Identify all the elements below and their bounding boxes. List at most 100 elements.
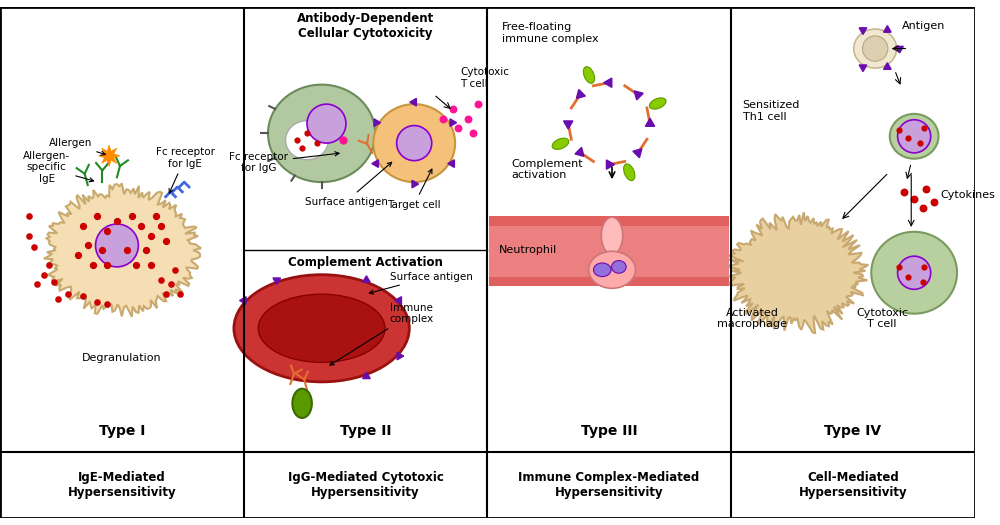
Polygon shape bbox=[896, 46, 903, 53]
Point bbox=[138, 246, 154, 255]
Point bbox=[309, 139, 325, 148]
Point bbox=[918, 185, 934, 193]
Point bbox=[465, 129, 481, 138]
Text: Free-floating
immune complex: Free-floating immune complex bbox=[502, 22, 599, 44]
Text: Neutrophil: Neutrophil bbox=[499, 245, 557, 255]
Point bbox=[36, 270, 52, 279]
Ellipse shape bbox=[594, 263, 611, 277]
Text: Type I: Type I bbox=[99, 424, 145, 438]
Ellipse shape bbox=[258, 294, 385, 362]
Polygon shape bbox=[575, 148, 584, 156]
Ellipse shape bbox=[649, 98, 666, 109]
Text: Fc receptor
for IgE: Fc receptor for IgE bbox=[156, 147, 215, 193]
Polygon shape bbox=[604, 78, 612, 87]
Ellipse shape bbox=[624, 164, 635, 181]
Point bbox=[21, 212, 37, 220]
Polygon shape bbox=[884, 63, 891, 69]
Ellipse shape bbox=[286, 121, 328, 160]
Point bbox=[99, 300, 115, 308]
Polygon shape bbox=[374, 119, 381, 127]
Text: Antibody-Dependent
Cellular Cytotoxicity: Antibody-Dependent Cellular Cytotoxicity bbox=[297, 12, 434, 40]
Point bbox=[915, 278, 931, 287]
Text: Immune
complex: Immune complex bbox=[330, 303, 434, 365]
Text: IgE-Mediated
Hypersensitivity: IgE-Mediated Hypersensitivity bbox=[68, 471, 176, 499]
Bar bbox=[489, 216, 729, 286]
Text: Allergen-
specific
IgE: Allergen- specific IgE bbox=[23, 151, 94, 184]
Text: Sensitized
Th1 cell: Sensitized Th1 cell bbox=[743, 100, 800, 122]
Point bbox=[109, 217, 125, 225]
Bar bbox=[489, 226, 729, 277]
Point bbox=[26, 243, 42, 251]
Point bbox=[435, 114, 451, 123]
Ellipse shape bbox=[601, 217, 623, 254]
Polygon shape bbox=[372, 160, 378, 167]
Point bbox=[119, 246, 135, 255]
Point bbox=[167, 266, 183, 274]
Point bbox=[124, 212, 140, 220]
Point bbox=[143, 261, 159, 269]
Point bbox=[50, 295, 66, 303]
Text: Cell-Mediated
Hypersensitivity: Cell-Mediated Hypersensitivity bbox=[798, 471, 907, 499]
Ellipse shape bbox=[583, 67, 595, 83]
Polygon shape bbox=[564, 121, 573, 129]
Point bbox=[133, 222, 149, 230]
Point bbox=[912, 139, 928, 148]
Polygon shape bbox=[576, 89, 585, 99]
Text: Degranulation: Degranulation bbox=[82, 352, 162, 363]
Polygon shape bbox=[645, 118, 655, 127]
Point bbox=[75, 292, 91, 300]
Text: Surface antigen: Surface antigen bbox=[305, 162, 392, 207]
Text: Allergen: Allergen bbox=[48, 138, 105, 155]
Circle shape bbox=[862, 36, 888, 61]
Polygon shape bbox=[44, 183, 201, 317]
Circle shape bbox=[96, 224, 138, 267]
Text: Cytotoxic
T cell: Cytotoxic T cell bbox=[460, 67, 509, 89]
Point bbox=[900, 272, 916, 281]
Point bbox=[46, 278, 62, 287]
Polygon shape bbox=[450, 119, 457, 127]
Point bbox=[915, 204, 931, 213]
Text: IgG-Mediated Cytotoxic
Hypersensitivity: IgG-Mediated Cytotoxic Hypersensitivity bbox=[288, 471, 443, 499]
Point bbox=[41, 261, 57, 269]
Point bbox=[163, 280, 179, 289]
Circle shape bbox=[397, 125, 432, 161]
Polygon shape bbox=[273, 278, 281, 285]
Point bbox=[85, 261, 101, 269]
Polygon shape bbox=[98, 145, 120, 166]
Point bbox=[148, 212, 164, 220]
Ellipse shape bbox=[890, 114, 939, 159]
Point bbox=[21, 232, 37, 240]
Polygon shape bbox=[395, 297, 401, 304]
Polygon shape bbox=[412, 180, 419, 188]
Text: Cytokines: Cytokines bbox=[940, 190, 995, 200]
Point bbox=[891, 262, 907, 271]
Point bbox=[916, 262, 932, 271]
Point bbox=[891, 126, 907, 134]
Polygon shape bbox=[410, 98, 416, 106]
Polygon shape bbox=[859, 28, 867, 35]
Polygon shape bbox=[729, 212, 868, 333]
Point bbox=[299, 129, 315, 138]
Point bbox=[128, 261, 144, 269]
Text: Complement Activation: Complement Activation bbox=[288, 257, 443, 269]
Circle shape bbox=[898, 120, 931, 153]
Point bbox=[153, 275, 169, 284]
Point bbox=[900, 134, 916, 142]
Text: Target cell: Target cell bbox=[387, 169, 441, 209]
Polygon shape bbox=[859, 65, 867, 71]
Point bbox=[896, 187, 912, 196]
Point bbox=[926, 197, 942, 206]
Polygon shape bbox=[363, 276, 370, 282]
Point bbox=[289, 136, 305, 144]
Point bbox=[158, 290, 174, 298]
Point bbox=[158, 236, 174, 245]
Text: Cytotoxic
T cell: Cytotoxic T cell bbox=[856, 308, 908, 329]
Polygon shape bbox=[634, 91, 643, 100]
Point bbox=[470, 100, 486, 108]
Text: Surface antigen: Surface antigen bbox=[369, 271, 473, 294]
Polygon shape bbox=[363, 372, 370, 379]
Point bbox=[143, 232, 159, 240]
Polygon shape bbox=[884, 26, 891, 32]
Text: Immune Complex-Mediated
Hypersensitivity: Immune Complex-Mediated Hypersensitivity bbox=[518, 471, 700, 499]
Circle shape bbox=[307, 104, 346, 143]
